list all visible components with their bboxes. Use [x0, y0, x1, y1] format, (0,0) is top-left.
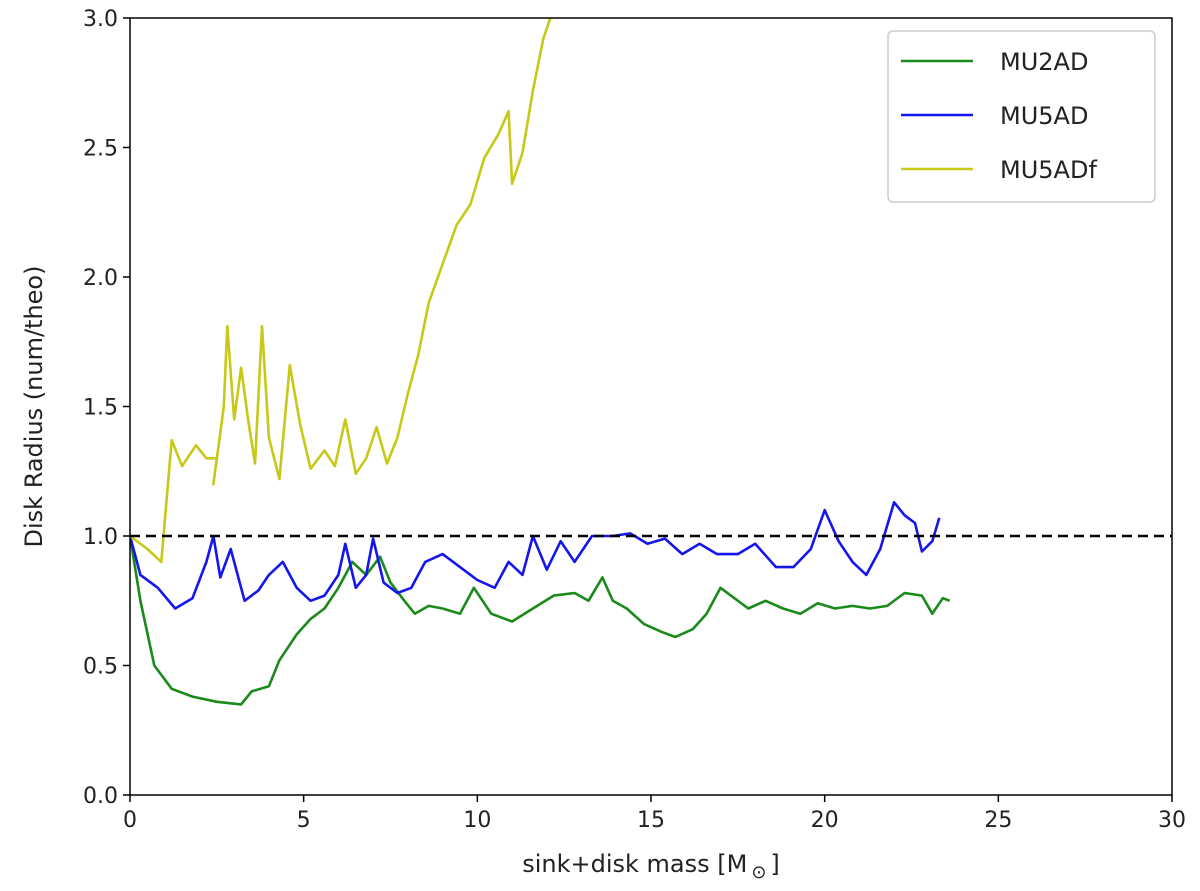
x-axis-label-close: ]: [770, 850, 779, 878]
x-tick-label: 30: [1158, 808, 1186, 833]
x-axis-label-main: sink+disk mass [M: [522, 850, 747, 878]
y-tick-label: 0.0: [83, 784, 118, 809]
series-layer: [130, 18, 951, 706]
ticks-layer: 0 5 10 15 20 25 30 0.0 0.5 1.0 1.5 2.0 2.5 3.0: [83, 7, 1186, 833]
legend-label-mu5ad: MU5AD: [1000, 102, 1088, 130]
x-tick-label: 15: [637, 808, 665, 833]
legend-label-mu2ad: MU2AD: [1000, 48, 1088, 76]
x-tick-label: 25: [984, 808, 1012, 833]
x-axis-label-sub: ⊙: [751, 862, 766, 883]
y-tick-label: 3.0: [83, 7, 118, 32]
legend-label-mu5adf: MU5ADf: [1000, 156, 1097, 184]
x-tick-label: 20: [811, 808, 839, 833]
x-tick-label: 0: [123, 808, 137, 833]
y-axis-label: Disk Radius (num/theo): [20, 266, 48, 548]
legend-box: [887, 30, 1156, 203]
series-line-mu2ad: [130, 535, 951, 706]
series-line-mu5ad: [130, 501, 941, 610]
legend: MU2AD MU5AD MU5ADf: [887, 30, 1156, 203]
y-tick-label: 0.5: [83, 655, 118, 680]
y-tick-label: 2.5: [83, 137, 118, 162]
x-axis-label: sink+disk mass [M ⊙]: [522, 850, 780, 883]
y-tick-label: 1.5: [83, 396, 118, 421]
x-tick-label: 5: [297, 808, 311, 833]
x-tick-label: 10: [463, 808, 491, 833]
series-line-mu5adf: [130, 18, 552, 564]
y-tick-label: 1.0: [83, 525, 118, 550]
y-tick-label: 2.0: [83, 266, 118, 291]
